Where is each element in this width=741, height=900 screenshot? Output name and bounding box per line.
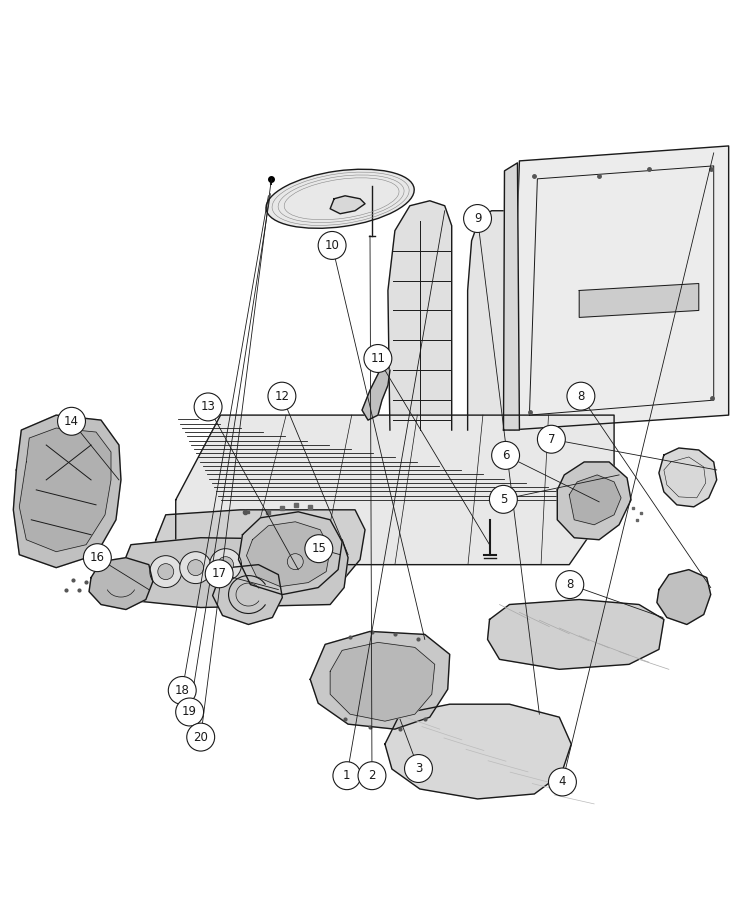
- Polygon shape: [557, 462, 631, 540]
- Polygon shape: [330, 643, 435, 721]
- Circle shape: [279, 545, 311, 578]
- Text: 2: 2: [368, 770, 376, 782]
- Text: 11: 11: [370, 352, 385, 365]
- Polygon shape: [569, 475, 621, 525]
- Polygon shape: [510, 146, 728, 430]
- Circle shape: [405, 754, 433, 782]
- Circle shape: [187, 724, 215, 752]
- Circle shape: [305, 535, 333, 562]
- Polygon shape: [659, 448, 717, 507]
- Circle shape: [187, 560, 204, 576]
- Circle shape: [548, 768, 576, 796]
- Circle shape: [556, 571, 584, 598]
- Circle shape: [176, 698, 204, 726]
- Polygon shape: [503, 163, 519, 430]
- Polygon shape: [121, 537, 348, 608]
- Circle shape: [150, 555, 182, 588]
- Text: 18: 18: [175, 684, 190, 697]
- Polygon shape: [388, 201, 452, 430]
- Circle shape: [288, 554, 303, 570]
- Polygon shape: [468, 211, 514, 430]
- Circle shape: [464, 204, 491, 232]
- Text: 17: 17: [212, 567, 227, 580]
- Text: 4: 4: [559, 776, 566, 788]
- Text: 3: 3: [415, 762, 422, 775]
- Circle shape: [205, 560, 233, 588]
- Circle shape: [58, 408, 85, 436]
- Text: 14: 14: [64, 415, 79, 428]
- Polygon shape: [310, 632, 450, 729]
- Text: 5: 5: [499, 493, 507, 506]
- Text: 8: 8: [566, 578, 574, 591]
- Polygon shape: [488, 599, 664, 670]
- Circle shape: [364, 345, 392, 373]
- Text: 20: 20: [193, 731, 208, 743]
- Polygon shape: [247, 522, 330, 587]
- Circle shape: [210, 549, 242, 580]
- Polygon shape: [176, 415, 614, 564]
- Circle shape: [490, 485, 517, 513]
- Text: 15: 15: [311, 542, 326, 555]
- Polygon shape: [657, 570, 711, 625]
- Polygon shape: [213, 564, 282, 625]
- Polygon shape: [362, 370, 390, 420]
- Text: 12: 12: [274, 390, 290, 402]
- Text: 13: 13: [201, 400, 216, 413]
- Circle shape: [158, 563, 173, 580]
- Circle shape: [491, 441, 519, 469]
- Circle shape: [268, 382, 296, 410]
- Text: 1: 1: [343, 770, 350, 782]
- Circle shape: [567, 382, 595, 410]
- Text: 10: 10: [325, 238, 339, 252]
- Polygon shape: [330, 196, 365, 213]
- Circle shape: [180, 552, 212, 583]
- Text: 6: 6: [502, 449, 509, 462]
- Circle shape: [194, 393, 222, 421]
- Text: 16: 16: [90, 551, 105, 564]
- Polygon shape: [239, 512, 342, 595]
- Circle shape: [84, 544, 111, 572]
- Polygon shape: [13, 415, 121, 568]
- Polygon shape: [89, 558, 153, 609]
- Text: 19: 19: [182, 706, 197, 718]
- Text: 8: 8: [577, 390, 585, 402]
- Circle shape: [333, 761, 361, 789]
- Text: 9: 9: [473, 212, 482, 225]
- Polygon shape: [153, 509, 365, 578]
- Ellipse shape: [266, 169, 414, 229]
- Circle shape: [168, 677, 196, 705]
- Text: 7: 7: [548, 433, 555, 446]
- Polygon shape: [579, 284, 699, 318]
- Polygon shape: [385, 704, 571, 799]
- Circle shape: [218, 557, 233, 572]
- Circle shape: [318, 231, 346, 259]
- Polygon shape: [19, 428, 111, 552]
- Circle shape: [537, 426, 565, 454]
- Circle shape: [358, 761, 386, 789]
